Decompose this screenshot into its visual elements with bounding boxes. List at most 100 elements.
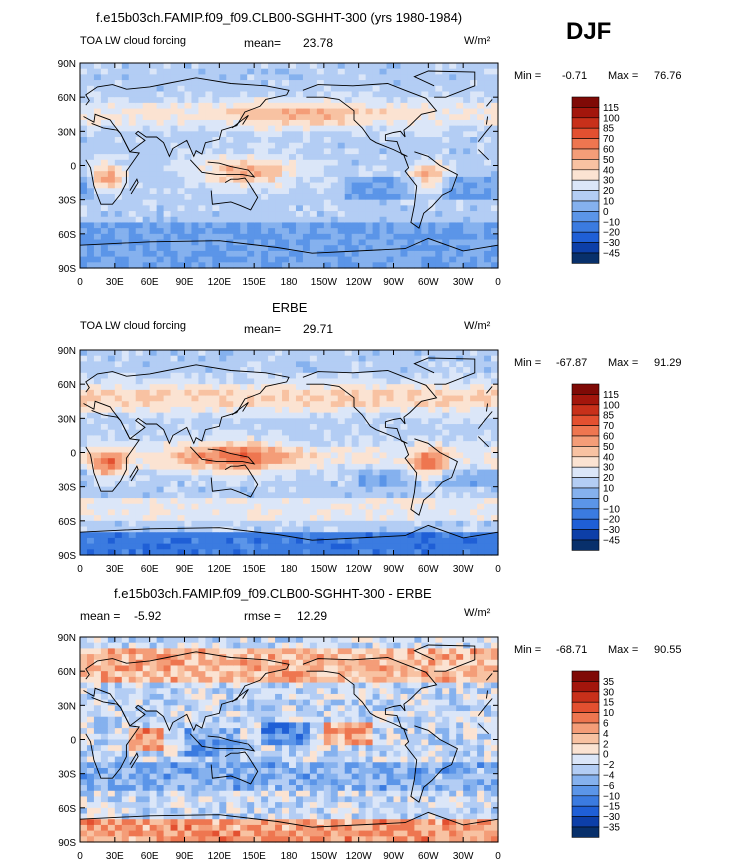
field-cell (142, 654, 151, 661)
field-cell (275, 262, 283, 269)
field-cell (456, 239, 464, 246)
field-cell (344, 97, 353, 104)
field-cell (205, 114, 213, 121)
field-cell (337, 509, 346, 516)
field-cell (254, 216, 262, 224)
field-cell (114, 469, 123, 476)
field-cell (456, 469, 464, 476)
field-cell (316, 108, 325, 115)
field-cell (484, 435, 492, 442)
field-cell (435, 131, 443, 138)
field-cell (128, 137, 137, 144)
field-cell (484, 63, 492, 70)
field-cell (337, 549, 346, 556)
field-cell (407, 256, 415, 263)
field-cell (261, 395, 269, 402)
field-cell (114, 796, 123, 803)
field-cell (302, 424, 311, 431)
field-cell (212, 452, 220, 459)
field-cell (121, 532, 130, 539)
field-cell (170, 486, 179, 493)
field-cell (135, 205, 144, 212)
field-cell (282, 80, 290, 87)
field-cell (80, 97, 88, 104)
field-cell (309, 228, 318, 235)
field-cell (484, 222, 492, 229)
field-cell (289, 137, 297, 144)
field-cell (289, 205, 297, 212)
colorbar-box (571, 252, 600, 264)
field-cell (121, 796, 130, 803)
field-cell (142, 216, 151, 224)
field-cell (268, 463, 276, 471)
field-cell (142, 750, 151, 758)
field-cell (365, 537, 374, 545)
field-cell (80, 654, 88, 661)
field-cell (372, 441, 381, 448)
field-cell (128, 401, 137, 408)
field-cell (93, 125, 102, 132)
field-cell (156, 659, 165, 667)
field-cell (128, 458, 137, 465)
field-cell (491, 80, 499, 87)
field-cell (456, 418, 464, 425)
field-cell (386, 446, 395, 454)
field-cell (240, 205, 248, 212)
field-cell (86, 148, 95, 155)
field-cell (191, 401, 200, 408)
field-cell (261, 159, 269, 167)
field-cell (128, 509, 137, 516)
colorbar-label: −20 (603, 228, 620, 239)
field-cell (309, 509, 318, 516)
field-cell (226, 125, 234, 132)
field-cell (407, 435, 415, 442)
field-cell (456, 228, 464, 235)
coastline (477, 411, 493, 429)
field-cell (295, 480, 304, 488)
field-cell (107, 148, 116, 155)
field-cell (128, 233, 137, 241)
field-cell (233, 543, 241, 550)
field-cell (219, 63, 227, 70)
field-cell (149, 361, 158, 368)
field-cell (491, 222, 499, 229)
field-cell (400, 108, 409, 115)
field-cell (198, 537, 206, 545)
field-cell (121, 480, 130, 488)
field-cell (205, 205, 213, 212)
field-cell (302, 549, 311, 556)
field-cell (365, 205, 374, 212)
field-cell (121, 458, 130, 465)
field-cell (379, 199, 388, 206)
field-cell (100, 245, 109, 252)
field-cell (282, 429, 290, 437)
field-cell (435, 211, 443, 218)
field-cell (337, 367, 346, 374)
field-cell (100, 378, 109, 385)
field-cell (114, 424, 123, 431)
field-cell (156, 395, 165, 402)
field-cell (323, 446, 332, 454)
field-cell (163, 137, 172, 144)
field-cell (309, 475, 318, 482)
field-cell (205, 250, 213, 258)
field-cell (86, 543, 95, 550)
field-cell (149, 537, 158, 545)
field-cell (282, 63, 290, 70)
field-cell (400, 159, 409, 167)
field-cell (484, 355, 492, 362)
field-cell (442, 515, 450, 522)
coastline (231, 115, 249, 129)
field-cell (484, 406, 492, 414)
field-cell (219, 355, 227, 362)
field-cell (463, 233, 471, 241)
field-cell (282, 418, 290, 425)
field-cell (149, 498, 158, 505)
field-cell (393, 80, 402, 87)
field-cell (393, 222, 402, 229)
field-cell (128, 389, 137, 397)
field-cell (86, 469, 95, 476)
field-cell (261, 165, 269, 172)
field-cell (268, 131, 276, 138)
field-cell (316, 85, 325, 93)
